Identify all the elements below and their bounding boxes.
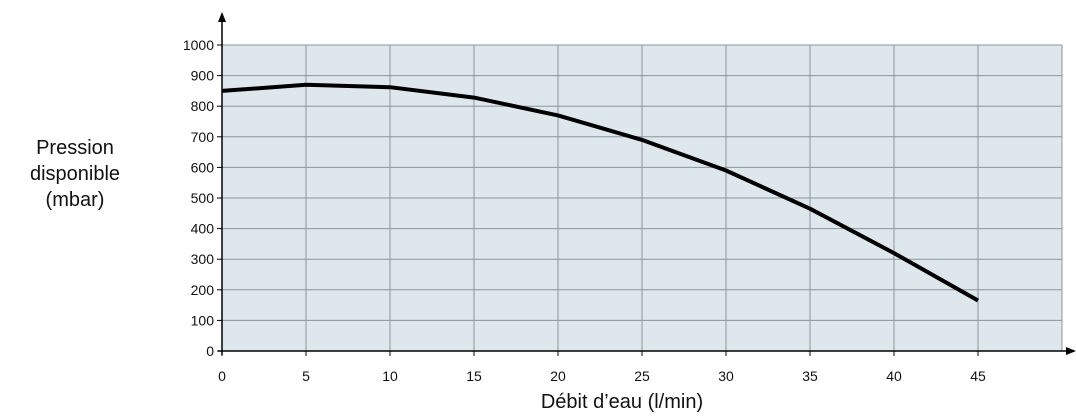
y-tick-labels: 0 100 200 300 400 500 600 700 800 900 1000 <box>183 37 214 359</box>
y-axis-label-line: Pression <box>36 137 114 159</box>
x-tick-labels: 0 5 10 15 20 25 30 35 40 45 <box>218 368 986 384</box>
x-tick-label: 15 <box>466 368 482 384</box>
y-tick-label: 700 <box>191 129 215 145</box>
y-tick-label: 400 <box>191 221 215 237</box>
axes <box>217 12 1076 356</box>
y-axis-label: Pression disponible (mbar) <box>30 137 120 211</box>
x-tick-label: 25 <box>634 368 650 384</box>
x-tick-label: 20 <box>550 368 566 384</box>
y-tick-label: 900 <box>191 68 215 84</box>
x-tick-label: 40 <box>886 368 902 384</box>
y-tick-label: 0 <box>206 343 214 359</box>
y-tick-label: 1000 <box>183 37 214 53</box>
y-tick-label: 800 <box>191 98 215 114</box>
y-tick-label: 200 <box>191 282 215 298</box>
x-tick-label: 10 <box>382 368 398 384</box>
y-tick-label: 300 <box>191 251 215 267</box>
y-tick-label: 500 <box>191 190 215 206</box>
x-tick-label: 35 <box>802 368 818 384</box>
x-axis-arrow-icon <box>1066 347 1076 355</box>
y-axis-label-line: (mbar) <box>46 189 105 211</box>
series-line <box>221 82 979 303</box>
grid-lines <box>222 44 1063 351</box>
y-axis-label-line: disponible <box>30 163 120 185</box>
x-axis-label: Débit d’eau (l/min) <box>541 391 703 413</box>
y-tick-label: 100 <box>191 312 215 328</box>
x-tick-label: 0 <box>218 368 226 384</box>
y-axis-arrow-icon <box>218 12 226 22</box>
y-tick-label: 600 <box>191 159 215 175</box>
x-tick-label: 45 <box>970 368 986 384</box>
x-tick-label: 5 <box>302 368 310 384</box>
x-tick-label: 30 <box>718 368 734 384</box>
